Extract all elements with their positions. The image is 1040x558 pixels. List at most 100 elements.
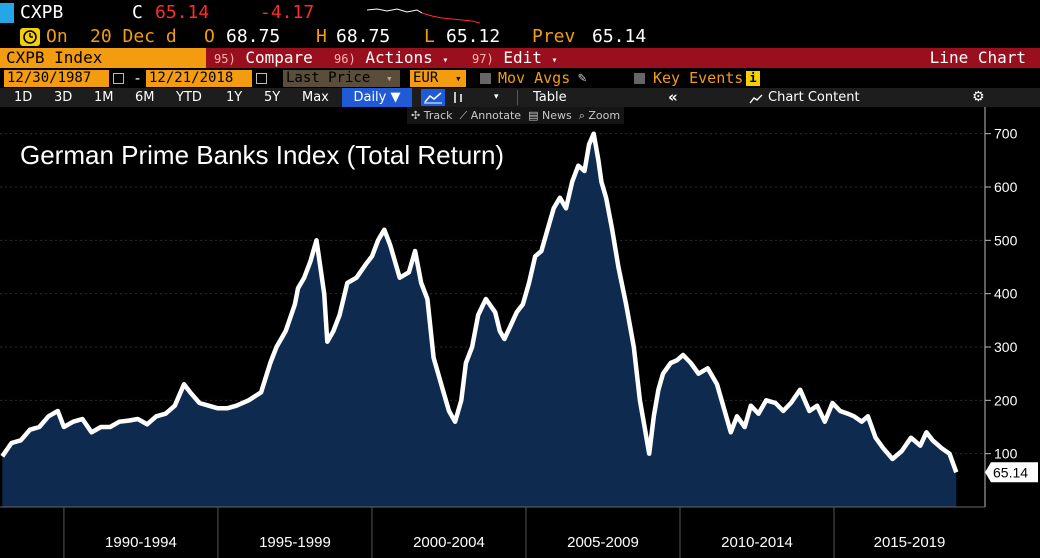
track-button[interactable]: Track: [423, 109, 453, 122]
frequency-label: Daily: [353, 90, 387, 105]
annotate-icon: ⟋: [459, 109, 468, 122]
menu-bar: CXPB Index 95) Compare 96) Actions ▾ 97)…: [0, 48, 1040, 68]
field-caret-icon: ▾: [386, 72, 393, 85]
actions-menu[interactable]: 96) Actions ▾: [334, 48, 464, 68]
chart-content-button[interactable]: Chart Content: [768, 90, 860, 105]
gear-icon[interactable]: ⚙: [972, 89, 985, 105]
ohlc-bar: On 20 Dec d O 68.75 H 68.75 L 65.12 Prev…: [0, 26, 1040, 48]
toolbar-divider: [517, 90, 518, 105]
last-value-text: 65.14: [993, 464, 1028, 480]
chart-tools-bar: ✣ Track ⟋ Annotate ▤ News ⌕ Zoom: [407, 107, 625, 124]
on-label: On: [46, 26, 68, 47]
frequency-caret-icon: ▼: [390, 90, 401, 105]
quote-bar: CXPB C 65.14 -4.17: [0, 0, 1040, 26]
date-range-dash: -: [133, 69, 143, 87]
annotate-button[interactable]: Annotate: [470, 109, 522, 122]
low-value: 65.12: [446, 26, 501, 47]
currency-caret-icon: ▾: [455, 72, 462, 85]
y-tick-label: 500: [994, 232, 1018, 248]
start-date-field[interactable]: 12/30/1987: [4, 70, 109, 87]
pencil-icon[interactable]: ✎: [578, 70, 587, 86]
prev-label: Prev: [532, 26, 576, 47]
x-axis: 1990-1994 1995-1999 2000-2004 2005-2009 2010…: [63, 507, 946, 558]
compare-num: 95): [214, 52, 236, 66]
low-label: L: [424, 26, 435, 47]
x-tick-label: 1990-1994: [105, 534, 177, 551]
compare-button[interactable]: 95) Compare: [214, 48, 328, 68]
table-button[interactable]: Table: [533, 90, 567, 105]
y-tick-label: 100: [994, 446, 1018, 462]
price-chart[interactable]: 100 200 300 400 500 600 700 1990-1994 1995-1999…: [0, 107, 1040, 558]
x-tick-label: 1995-1999: [259, 534, 331, 551]
range-1m[interactable]: 1M: [94, 90, 114, 105]
range-5y[interactable]: 5Y: [264, 90, 281, 105]
range-1y[interactable]: 1Y: [226, 90, 243, 105]
high-value: 68.75: [336, 26, 391, 47]
calendar-icon[interactable]: [256, 73, 267, 84]
bar-chart-icon[interactable]: [451, 89, 465, 112]
x-tick-label: 2005-2009: [567, 534, 639, 551]
mov-avgs-label: Mov Avgs: [498, 69, 571, 87]
x-tick-label: 2010-2014: [721, 534, 793, 551]
calendar-icon[interactable]: [113, 73, 124, 84]
sparkline-icon: [367, 8, 481, 24]
y-tick-label: 200: [994, 392, 1018, 408]
y-tick-label: 300: [994, 339, 1018, 355]
date-controls: 12/30/1987 - 12/21/2018 Last Price ▾ EUR…: [0, 69, 1040, 88]
clock-icon: [20, 28, 40, 46]
edit-caret-icon: ▾: [551, 55, 558, 66]
close-label: C: [132, 2, 143, 23]
mov-avgs-checkbox[interactable]: [480, 73, 491, 84]
track-icon: ✣: [411, 109, 421, 122]
security-color-marker: [0, 3, 14, 23]
edit-label: Edit: [503, 48, 542, 67]
range-6m[interactable]: 6M: [135, 90, 155, 105]
ticker-symbol: CXPB: [20, 2, 64, 23]
compare-label: Compare: [245, 48, 313, 67]
y-tick-label: 600: [994, 179, 1018, 195]
zoom-button[interactable]: Zoom: [588, 109, 621, 122]
range-toolbar: 1D 3D 1M 6M YTD 1Y 5Y Max Daily ▼ ▾ Tabl…: [0, 88, 1040, 107]
range-max[interactable]: Max: [302, 90, 329, 105]
double-chevron-left-icon[interactable]: «: [668, 88, 678, 106]
chart-type-label[interactable]: Line Chart: [929, 48, 1026, 68]
key-events-checkbox[interactable]: [634, 73, 645, 84]
chart-style-caret-icon[interactable]: ▾: [494, 92, 499, 102]
quote-date: 20 Dec d: [90, 26, 177, 47]
last-value-label: 65.14: [985, 462, 1038, 483]
field-selector[interactable]: Last Price: [283, 70, 400, 87]
last-value-box: [985, 462, 1038, 483]
news-button[interactable]: News: [541, 109, 572, 122]
open-value: 68.75: [226, 26, 281, 47]
edit-num: 97): [472, 52, 494, 66]
range-3d[interactable]: 3D: [54, 90, 73, 105]
x-tick-label: 2015-2019: [874, 534, 946, 551]
line-chart-icon[interactable]: [421, 89, 445, 106]
actions-label: Actions: [365, 48, 433, 67]
range-1d[interactable]: 1D: [14, 90, 33, 105]
currency-selector[interactable]: EUR: [410, 70, 466, 87]
prev-value: 65.14: [592, 26, 647, 47]
security-field[interactable]: CXPB Index: [0, 48, 206, 68]
chart-title: German Prime Banks Index (Total Return): [20, 140, 505, 170]
range-ytd[interactable]: YTD: [176, 90, 202, 105]
key-events-label: Key Events: [653, 69, 744, 87]
x-tick-label: 2000-2004: [413, 534, 485, 551]
y-tick-label: 700: [994, 126, 1018, 142]
price-change: -4.17: [260, 2, 315, 23]
open-label: O: [204, 26, 215, 47]
info-icon[interactable]: i: [746, 71, 760, 86]
actions-num: 96): [334, 52, 356, 66]
series-line: [0, 131, 959, 474]
edit-menu[interactable]: 97) Edit ▾: [472, 48, 562, 68]
news-icon: ▤: [528, 109, 539, 122]
chart-content-icon: [749, 92, 763, 111]
high-label: H: [316, 26, 327, 47]
y-axis: 100 200 300 400 500 600 700: [985, 126, 1018, 462]
close-value: 65.14: [155, 2, 210, 23]
zoom-icon: ⌕: [578, 109, 585, 122]
actions-caret-icon: ▾: [442, 55, 449, 66]
y-tick-label: 400: [994, 286, 1018, 302]
end-date-field[interactable]: 12/21/2018: [146, 70, 252, 87]
frequency-selector[interactable]: Daily ▼: [342, 88, 412, 107]
